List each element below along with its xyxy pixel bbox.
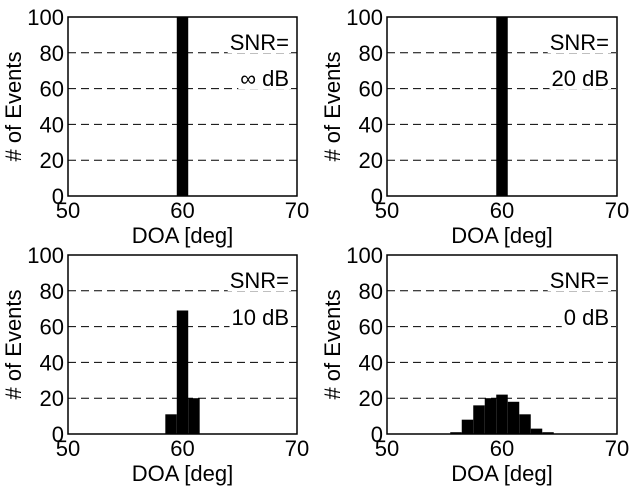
bottom-right-bar-0	[450, 432, 462, 434]
bottom-right-y-tick-label: 100	[346, 243, 383, 268]
bottom-left-y-tick-label: 20	[40, 386, 64, 411]
top-left-y-tick-label: 60	[40, 77, 64, 102]
top-left-x-tick-label: 50	[56, 198, 80, 223]
top-right-snr-label-background	[549, 68, 611, 89]
bottom-right-bar-4	[496, 394, 508, 434]
bottom-right-y-tick-label: 60	[359, 315, 383, 340]
top-left-y-tick-label: 80	[40, 41, 64, 66]
top-left-x-axis-label: DOA [deg]	[132, 223, 234, 248]
panel-top-right: SNR= 20 dB 0 20 40 60 80 100 50 60 70 DOA [deg] # of…	[320, 5, 629, 248]
bottom-right-snr-label-background	[561, 307, 611, 328]
bottom-right-bar-3	[484, 398, 497, 434]
bottom-left-bar-1	[176, 310, 189, 434]
top-left-snr-label-background	[227, 32, 291, 53]
bottom-right-x-tick-label: 60	[490, 436, 514, 461]
bottom-left-y-tick-label: 0	[52, 422, 64, 447]
bottom-right-y-tick-label: 40	[359, 350, 383, 375]
bottom-left-x-tick-label: 60	[170, 436, 194, 461]
panel-bottom-right: SNR= 0 dB 0 20 40 60 80 100 50 60 70 DOA [deg] # of …	[320, 243, 629, 486]
bottom-left-y-tick-label: 40	[40, 350, 64, 375]
bottom-right-bar-1	[461, 419, 474, 434]
bottom-right-bar-2	[473, 405, 485, 434]
bottom-right-x-tick-label: 70	[605, 436, 629, 461]
bottom-left-plot-frame	[67, 254, 298, 435]
top-left-x-tick-label: 70	[285, 198, 309, 223]
top-right-snr-label-line1: SNR=	[550, 30, 609, 55]
bottom-left-snr-label-background	[227, 270, 291, 291]
top-right-x-axis-label: DOA [deg]	[451, 223, 553, 248]
panel-bottom-left: SNR= 10 dB 0 20 40 60 80 100 50 60 70 DOA [deg] # of…	[1, 243, 309, 486]
bottom-right-bar-6	[519, 414, 531, 434]
panel-top-left: SNR= ∞ dB 0 20 40 60 80 100 50 60 70 DOA [deg] # of …	[1, 5, 309, 248]
top-right-y-tick-label: 60	[359, 77, 383, 102]
top-left-plot-frame	[67, 16, 298, 197]
top-right-x-tick-label: 50	[375, 198, 399, 223]
bottom-right-bar-8	[542, 432, 554, 434]
bottom-left-y-axis-label: # of Events	[1, 289, 26, 399]
top-right-plot-frame	[386, 16, 618, 197]
bottom-left-y-tick-label: 80	[40, 279, 64, 304]
bottom-right-snr-label-line1: SNR=	[550, 268, 609, 293]
top-left-y-tick-label: 40	[40, 112, 64, 137]
top-left-bar-0	[176, 17, 189, 196]
top-right-y-tick-label: 40	[359, 112, 383, 137]
bottom-right-bar-5	[507, 401, 520, 434]
top-right-snr-label-line2: 20 dB	[552, 66, 610, 91]
top-right-y-tick-label: 100	[346, 5, 383, 30]
bottom-right-y-axis-label: # of Events	[320, 289, 345, 399]
bottom-left-x-tick-label: 50	[56, 436, 80, 461]
top-right-snr-label-background	[547, 32, 611, 53]
bottom-left-snr-label-line1: SNR=	[230, 268, 289, 293]
bottom-right-y-tick-label: 0	[371, 422, 383, 447]
top-left-snr-label-line1: SNR=	[230, 30, 289, 55]
top-right-y-tick-label: 20	[359, 148, 383, 173]
bottom-left-bar-2	[188, 398, 200, 434]
bottom-left-snr-label-background	[229, 307, 291, 328]
top-right-y-tick-label: 80	[359, 41, 383, 66]
top-left-y-axis-label: # of Events	[1, 51, 26, 161]
bottom-right-bar-7	[530, 428, 543, 434]
top-left-snr-label-background	[238, 68, 291, 89]
bottom-left-bar-0	[165, 414, 177, 434]
bottom-right-y-tick-label: 80	[359, 279, 383, 304]
bottom-right-snr-label-background	[547, 270, 611, 291]
bottom-left-x-axis-label: DOA [deg]	[132, 461, 234, 486]
top-right-x-tick-label: 70	[605, 198, 629, 223]
top-right-y-tick-label: 0	[371, 184, 383, 209]
top-left-x-tick-label: 60	[170, 198, 194, 223]
bottom-right-snr-label-line2: 0 dB	[564, 305, 609, 330]
top-right-x-tick-label: 60	[490, 198, 514, 223]
top-left-y-tick-label: 20	[40, 148, 64, 173]
top-right-bar-0	[496, 17, 508, 196]
bottom-right-plot-frame	[386, 254, 618, 435]
bottom-right-x-tick-label: 50	[375, 436, 399, 461]
bottom-right-x-axis-label: DOA [deg]	[451, 461, 553, 486]
bottom-left-y-tick-label: 60	[40, 315, 64, 340]
bottom-right-y-tick-label: 20	[359, 386, 383, 411]
top-right-y-axis-label: # of Events	[320, 51, 345, 161]
bottom-left-snr-label-line2: 10 dB	[232, 305, 290, 330]
top-left-snr-label-line2: ∞ dB	[240, 66, 289, 91]
bottom-left-x-tick-label: 70	[285, 436, 309, 461]
top-left-y-tick-label: 0	[52, 184, 64, 209]
bottom-left-y-tick-label: 100	[27, 243, 64, 268]
top-left-y-tick-label: 100	[27, 5, 64, 30]
